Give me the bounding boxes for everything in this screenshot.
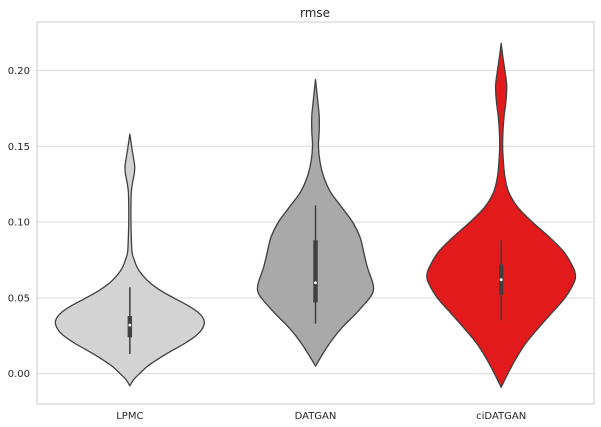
violin-median [128,323,132,327]
x-tick-label: LPMC [116,411,143,422]
x-tick-label: ciDATGAN [476,411,526,422]
violin-iqr-box [127,316,133,338]
violin-median [314,281,317,285]
chart-title: rmse [300,6,330,20]
y-tick-label: 0.05 [8,293,30,304]
violin-series [54,42,577,388]
y-tick-label: 0.00 [8,369,30,380]
violin-median [499,278,503,282]
x-axis-ticks: LPMC DATGAN ciDATGAN [116,411,526,422]
violin-LPMC [54,133,205,387]
violin-iqr-box [313,240,318,303]
x-tick-label: DATGAN [295,411,337,422]
y-axis-ticks: 0.00 0.05 0.10 0.15 0.20 [8,66,30,380]
violin-ciDATGAN [426,42,577,388]
y-tick-label: 0.15 [8,142,30,153]
y-tick-label: 0.10 [8,218,30,229]
y-tick-label: 0.20 [8,66,30,77]
